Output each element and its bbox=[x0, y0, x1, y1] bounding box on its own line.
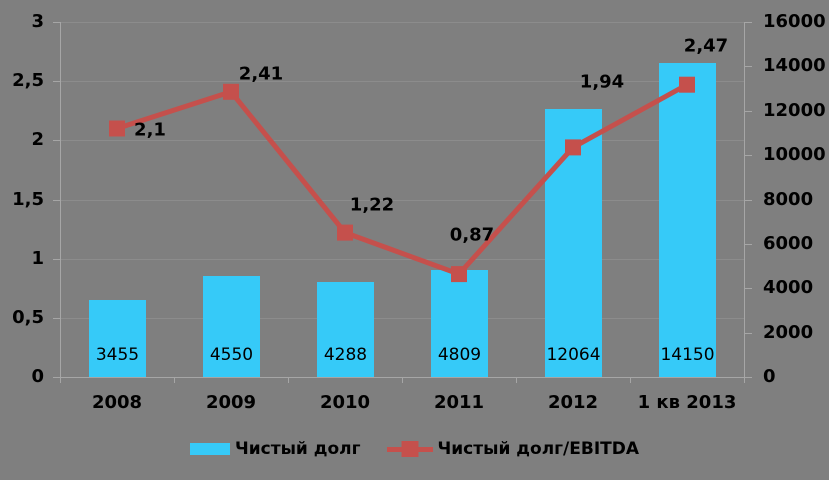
line-value-label: 2,41 bbox=[238, 63, 284, 85]
left-axis-tick bbox=[53, 81, 60, 82]
bar-value-label: 4550 bbox=[209, 345, 254, 365]
left-axis-tick bbox=[53, 140, 60, 141]
left-axis-tick bbox=[53, 22, 60, 23]
legend-line-marker-icon bbox=[401, 441, 419, 457]
left-axis-label: 0 bbox=[31, 366, 44, 387]
x-axis-label: 1 кв 2013 bbox=[637, 392, 737, 413]
bar-2011 bbox=[431, 270, 488, 377]
legend-item-net-debt: Чистый долг bbox=[189, 439, 361, 459]
left-axis-label: 1 bbox=[31, 248, 44, 269]
line-marker-icon bbox=[223, 83, 239, 100]
x-axis-label: 2012 bbox=[547, 392, 599, 413]
x-axis-label: 2011 bbox=[433, 392, 485, 413]
bar-value-label: 14150 bbox=[660, 345, 715, 365]
right-axis-label: 12000 bbox=[763, 100, 826, 121]
left-axis-tick bbox=[53, 200, 60, 201]
line-marker-icon bbox=[451, 266, 467, 283]
legend-label-ebitda: Чистый долг/EBITDA bbox=[437, 439, 640, 459]
right-axis-tick bbox=[745, 288, 752, 289]
bar-value-label: 4288 bbox=[323, 345, 368, 365]
right-axis-label: 6000 bbox=[763, 233, 814, 254]
right-axis-tick bbox=[745, 22, 752, 23]
left-axis-tick bbox=[53, 318, 60, 319]
left-axis-label: 0,5 bbox=[12, 307, 44, 328]
bar-value-label: 12064 bbox=[546, 345, 601, 365]
right-axis-tick bbox=[745, 377, 752, 378]
x-axis-tick bbox=[402, 378, 403, 383]
x-axis-tick bbox=[516, 378, 517, 383]
right-axis-label: 8000 bbox=[763, 189, 814, 210]
bar-value-label: 4809 bbox=[437, 345, 482, 365]
left-axis-tick bbox=[53, 377, 60, 378]
line-marker-icon bbox=[679, 76, 695, 93]
line-value-label: 2,1 bbox=[134, 119, 166, 141]
right-axis-line bbox=[744, 22, 745, 378]
x-axis-tick bbox=[630, 378, 631, 383]
line-value-label: 1,22 bbox=[349, 194, 395, 216]
right-axis-label: 4000 bbox=[763, 277, 814, 298]
right-axis-tick bbox=[745, 66, 752, 67]
right-axis-label: 10000 bbox=[763, 144, 826, 165]
legend-bar-swatch-icon bbox=[189, 443, 230, 455]
left-axis-label: 2,5 bbox=[12, 70, 44, 91]
gridline bbox=[60, 140, 744, 141]
x-axis-tick bbox=[60, 378, 61, 383]
bar-2008 bbox=[89, 300, 146, 377]
x-axis-tick bbox=[288, 378, 289, 383]
right-axis-label: 0 bbox=[763, 366, 776, 387]
legend-label-net-debt: Чистый долг bbox=[234, 439, 361, 459]
line-marker-icon bbox=[109, 120, 125, 137]
right-axis-label: 16000 bbox=[763, 11, 826, 32]
legend-item-ebitda: Чистый долг/EBITDA bbox=[386, 439, 640, 459]
bar-2010 bbox=[317, 282, 374, 377]
right-axis-tick bbox=[745, 155, 752, 156]
x-axis-tick bbox=[744, 378, 745, 383]
line-marker-icon bbox=[565, 139, 581, 156]
bar-value-label: 3455 bbox=[95, 345, 140, 365]
gridline bbox=[60, 318, 744, 319]
left-axis-label: 2 bbox=[31, 129, 44, 150]
right-axis-tick bbox=[745, 200, 752, 201]
right-axis-tick bbox=[745, 244, 752, 245]
ebitda-line bbox=[116, 82, 689, 278]
left-axis-line bbox=[60, 22, 61, 378]
x-axis-label: 2010 bbox=[319, 392, 371, 413]
gridline bbox=[60, 200, 744, 201]
left-axis-tick bbox=[53, 259, 60, 260]
gridline bbox=[60, 259, 744, 260]
legend: Чистый долг Чистый долг/EBITDA bbox=[0, 437, 829, 461]
line-value-label: 2,47 bbox=[683, 35, 729, 57]
gridline bbox=[60, 81, 744, 82]
line-marker-icon bbox=[337, 224, 353, 241]
line-value-label: 1,94 bbox=[579, 71, 625, 93]
left-axis-label: 1,5 bbox=[12, 189, 44, 210]
legend-line-swatch-icon bbox=[386, 441, 433, 457]
gridline bbox=[60, 22, 744, 23]
x-axis-label: 2009 bbox=[205, 392, 257, 413]
right-axis-tick bbox=[745, 111, 752, 112]
left-axis-label: 3 bbox=[31, 11, 44, 32]
bar-2009 bbox=[203, 276, 260, 377]
bar-1 кв 2013 bbox=[659, 63, 716, 377]
line-value-label: 0,87 bbox=[449, 224, 495, 246]
right-axis-label: 2000 bbox=[763, 322, 814, 343]
right-axis-tick bbox=[745, 333, 752, 334]
right-axis-label: 14000 bbox=[763, 55, 826, 76]
x-axis-tick bbox=[174, 378, 175, 383]
x-axis-line bbox=[60, 377, 745, 378]
x-axis-label: 2008 bbox=[91, 392, 143, 413]
